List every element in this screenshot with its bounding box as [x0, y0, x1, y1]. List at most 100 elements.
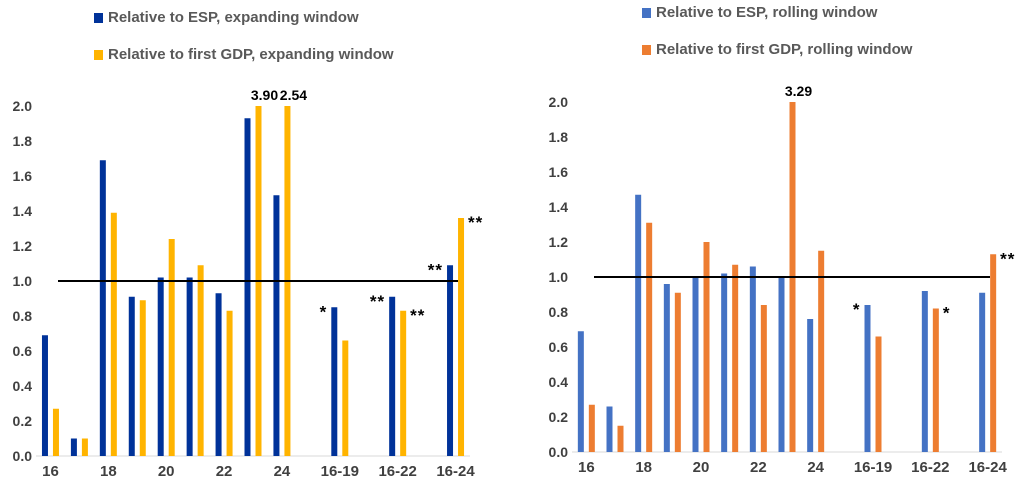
value-label: 3.29: [785, 83, 812, 99]
y-tick-label: 1.2: [13, 238, 33, 254]
bar: [331, 307, 338, 456]
significance-marker: **: [468, 213, 483, 232]
bar: [749, 266, 756, 452]
y-tick-label: 0.6: [549, 339, 569, 355]
y-tick-label: 1.0: [13, 273, 33, 289]
bar: [778, 277, 785, 452]
bar: [760, 305, 767, 452]
legend-label: Relative to first GDP, expanding window: [108, 46, 394, 63]
significance-marker: *: [943, 304, 951, 323]
bar: [81, 438, 88, 456]
significance-marker: *: [320, 302, 328, 321]
y-tick-label: 1.8: [549, 129, 569, 145]
bar: [342, 340, 349, 456]
bar: [52, 408, 59, 456]
bar: [99, 160, 106, 456]
bar: [692, 277, 699, 452]
bar: [588, 404, 595, 452]
legend-swatch: [94, 13, 103, 23]
bar: [606, 406, 613, 452]
y-tick-label: 1.6: [13, 168, 33, 184]
y-tick-label: 2.0: [13, 98, 33, 114]
y-tick-label: 0.8: [13, 308, 33, 324]
x-tick-label: 22: [750, 459, 767, 476]
y-tick-label: 0.0: [549, 444, 569, 460]
bar: [703, 242, 710, 452]
x-tick-label: 16-24: [968, 459, 1007, 476]
value-label: 2.54: [280, 87, 307, 103]
y-tick-label: 0.0: [13, 448, 33, 464]
x-tick-label: 16-19: [854, 459, 892, 476]
bar: [157, 277, 164, 456]
bar: [663, 284, 670, 452]
legend-swatch: [642, 8, 651, 18]
x-tick-label: 20: [693, 459, 710, 476]
y-tick-label: 0.4: [13, 378, 33, 394]
bar: [389, 296, 396, 456]
bar: [721, 273, 728, 452]
bar: [635, 194, 642, 452]
bar: [864, 305, 871, 452]
bar: [674, 292, 681, 452]
bar: [41, 335, 48, 456]
bar: [226, 310, 233, 456]
y-tick-label: 0.2: [549, 409, 569, 425]
y-tick-label: 1.8: [13, 133, 33, 149]
y-tick-label: 0.2: [13, 413, 33, 429]
bar: [186, 277, 193, 456]
x-tick-label: 16-19: [321, 463, 359, 480]
bar: [458, 218, 465, 456]
y-tick-label: 2.0: [549, 94, 569, 110]
legend-label: Relative to first GDP, rolling window: [656, 41, 913, 58]
significance-marker: **: [370, 292, 385, 311]
bar: [617, 425, 624, 452]
x-tick-label: 18: [635, 459, 652, 476]
bar: [139, 300, 146, 456]
chart-1: Relative to ESP, expanding window Relativ…: [13, 9, 483, 480]
bar: [807, 319, 814, 452]
bar: [110, 212, 117, 456]
y-tick-label: 1.2: [549, 234, 569, 250]
legend-swatch: [642, 45, 651, 55]
x-tick-label: 20: [158, 463, 175, 480]
y-tick-label: 1.4: [549, 199, 569, 215]
x-tick-label: 16: [42, 463, 59, 480]
bar: [979, 292, 986, 452]
y-tick-label: 1.6: [549, 164, 569, 180]
bar: [577, 331, 584, 452]
bar: [818, 250, 825, 452]
x-tick-label: 24: [807, 459, 824, 476]
bar: [273, 195, 280, 456]
bar: [215, 293, 222, 456]
x-tick-label: 16-24: [436, 463, 475, 480]
x-tick-label: 16-22: [378, 463, 416, 480]
value-label: 3.90: [251, 87, 278, 103]
bar: [732, 264, 739, 452]
y-tick-label: 1.0: [549, 269, 569, 285]
significance-marker: **: [1000, 249, 1015, 268]
y-tick-label: 0.8: [549, 304, 569, 320]
bar: [197, 265, 204, 456]
bar: [128, 296, 135, 456]
legend-swatch: [94, 50, 103, 60]
bar: [400, 310, 407, 456]
x-tick-label: 16-22: [911, 459, 949, 476]
x-tick-label: 18: [100, 463, 117, 480]
chart-2: Relative to ESP, rolling window Relative …: [549, 4, 1015, 476]
y-tick-label: 0.6: [13, 343, 33, 359]
y-tick-label: 0.4: [549, 374, 569, 390]
bar: [990, 254, 997, 452]
x-tick-label: 16: [578, 459, 595, 476]
bar: [244, 118, 251, 456]
x-tick-label: 24: [274, 463, 291, 480]
bar: [447, 265, 454, 456]
x-tick-label: 22: [216, 463, 233, 480]
legend-label: Relative to ESP, rolling window: [656, 4, 878, 21]
bar: [168, 239, 175, 456]
bar: [70, 438, 77, 456]
bar: [921, 291, 928, 452]
legend-label: Relative to ESP, expanding window: [108, 9, 359, 26]
bar: [875, 336, 882, 452]
y-tick-label: 1.4: [13, 203, 33, 219]
